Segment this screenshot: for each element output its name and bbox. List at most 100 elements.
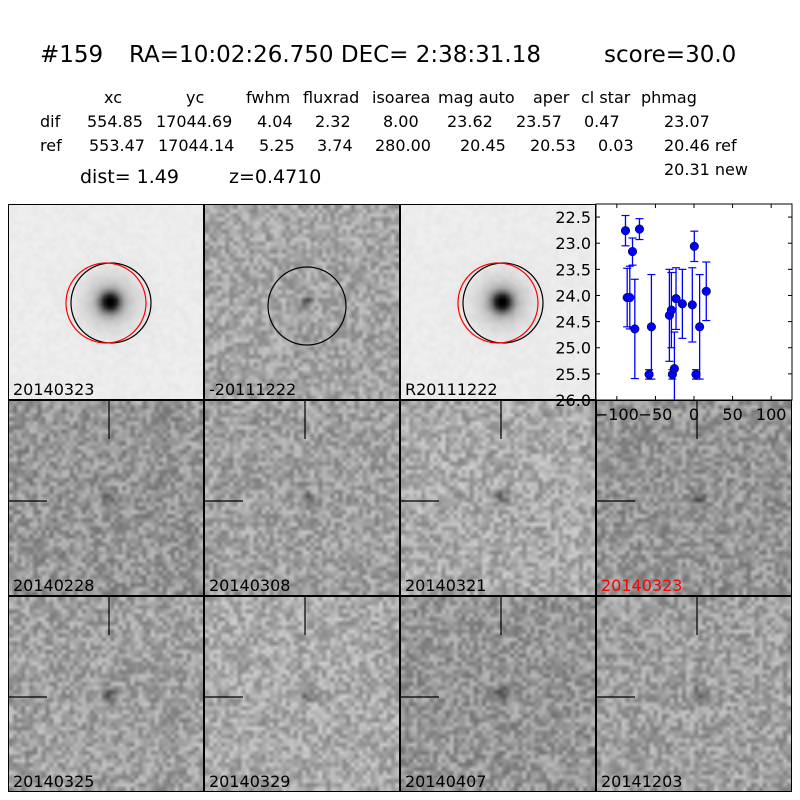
panel-date-label: 20140321 [405, 576, 487, 595]
data-point [644, 369, 654, 379]
x-tick-label: −100 [595, 405, 639, 424]
cell: 23.62 [447, 112, 493, 131]
cell: 17044.69 [156, 112, 233, 131]
cutout-image [9, 205, 203, 399]
cutout-image [205, 597, 399, 791]
cell: 8.00 [383, 112, 419, 131]
y-tick-label: 25.0 [555, 339, 591, 358]
cutout-image [205, 205, 399, 399]
coordinates: RA=10:02:26.750 DEC= 2:38:31.18 [129, 42, 542, 68]
image-panel: 20140323 [8, 204, 204, 400]
cell: 2.32 [315, 112, 351, 131]
cell: 17044.14 [158, 136, 235, 155]
image-panel: 20140329 [204, 596, 400, 792]
x-tick-label: −50 [639, 405, 673, 424]
col-header: yc [186, 88, 205, 107]
image-panel: 20140323 [596, 400, 792, 596]
cutout-image [401, 597, 595, 791]
y-tick-label: 22.5 [555, 208, 591, 227]
data-point [671, 294, 681, 304]
col-header: mag auto [438, 88, 515, 107]
data-point [634, 224, 644, 234]
panel-date-label: 20140407 [405, 772, 487, 791]
image-panel: 20141203 [596, 596, 792, 792]
panel-date-label: 20140308 [209, 576, 291, 595]
data-point [646, 322, 656, 332]
cell: 280.00 [375, 136, 431, 155]
cell: 20.53 [530, 136, 576, 155]
object-id: #159 [40, 42, 104, 68]
dist: dist= 1.49 [80, 166, 179, 188]
y-tick-label: 26.0 [555, 391, 591, 410]
data-point [625, 293, 635, 303]
cell: 23.07 [664, 112, 710, 131]
row-label: dif [40, 112, 61, 131]
cutout-image [401, 205, 595, 399]
col-header: fwhm [246, 88, 291, 107]
x-tick-label: 100 [756, 405, 787, 424]
redshift: z=0.4710 [229, 166, 322, 188]
data-point [627, 247, 638, 257]
cell: 0.47 [584, 112, 620, 131]
panel-date-label: 20140228 [13, 576, 95, 595]
data-point [701, 286, 711, 296]
data-point [691, 369, 701, 379]
aperture-circle [267, 266, 347, 346]
col-header: phmag [641, 88, 697, 107]
data-point [669, 364, 679, 374]
x-tick-label: 0 [689, 405, 699, 424]
cell: 20.46 ref [664, 136, 737, 155]
image-panel: 20140321 [400, 400, 596, 596]
x-tick-label: 50 [722, 405, 742, 424]
y-tick-label: 25.5 [555, 365, 591, 384]
cell: 20.45 [460, 136, 506, 155]
col-header: cl star [581, 88, 631, 107]
cell: 0.03 [598, 136, 634, 155]
data-point [677, 299, 687, 309]
data-point [620, 226, 631, 236]
col-header: xc [104, 88, 122, 107]
y-tick-label: 23.5 [555, 260, 591, 279]
col-header: fluxrad [303, 88, 360, 107]
cutout-image [9, 401, 203, 595]
panel-date-label: -20111222 [209, 380, 297, 399]
phmag-new: 20.31 new [664, 160, 748, 179]
cell: 23.57 [516, 112, 562, 131]
cell: 554.85 [87, 112, 143, 131]
cutout-image [597, 597, 791, 791]
panel-date-label: R20111222 [405, 380, 498, 399]
row-label: ref [40, 136, 62, 155]
image-panel: 20140407 [400, 596, 596, 792]
col-header: aper [533, 88, 570, 107]
y-tick-label: 23.0 [555, 234, 591, 253]
col-header: isoarea [372, 88, 431, 107]
data-point [695, 322, 705, 332]
panel-date-label: 20140323 [601, 576, 683, 595]
cutout-image [401, 401, 595, 595]
cutout-image [9, 597, 203, 791]
image-panel: 20140228 [8, 400, 204, 596]
aperture-circle [462, 262, 544, 344]
panel-date-label: 20140325 [13, 772, 95, 791]
score: score=30.0 [604, 42, 737, 68]
panel-date-label: 20140323 [13, 380, 95, 399]
y-tick-label: 24.5 [555, 313, 591, 332]
cell: 5.25 [259, 136, 295, 155]
data-point [666, 305, 676, 315]
panel-date-label: 20140329 [209, 772, 291, 791]
cell: 553.47 [89, 136, 145, 155]
data-point [687, 300, 697, 310]
image-panel: 20140308 [204, 400, 400, 596]
y-tick-label: 24.0 [555, 286, 591, 305]
cutout-image [597, 401, 791, 595]
cell: 3.74 [317, 136, 353, 155]
data-point [630, 324, 640, 334]
panel-date-label: 20141203 [601, 772, 683, 791]
cutout-image [205, 401, 399, 595]
cell: 4.04 [257, 112, 293, 131]
image-panel: R20111222 [400, 204, 596, 400]
image-panel: -20111222 [204, 204, 400, 400]
image-panel: 20140325 [8, 596, 204, 792]
